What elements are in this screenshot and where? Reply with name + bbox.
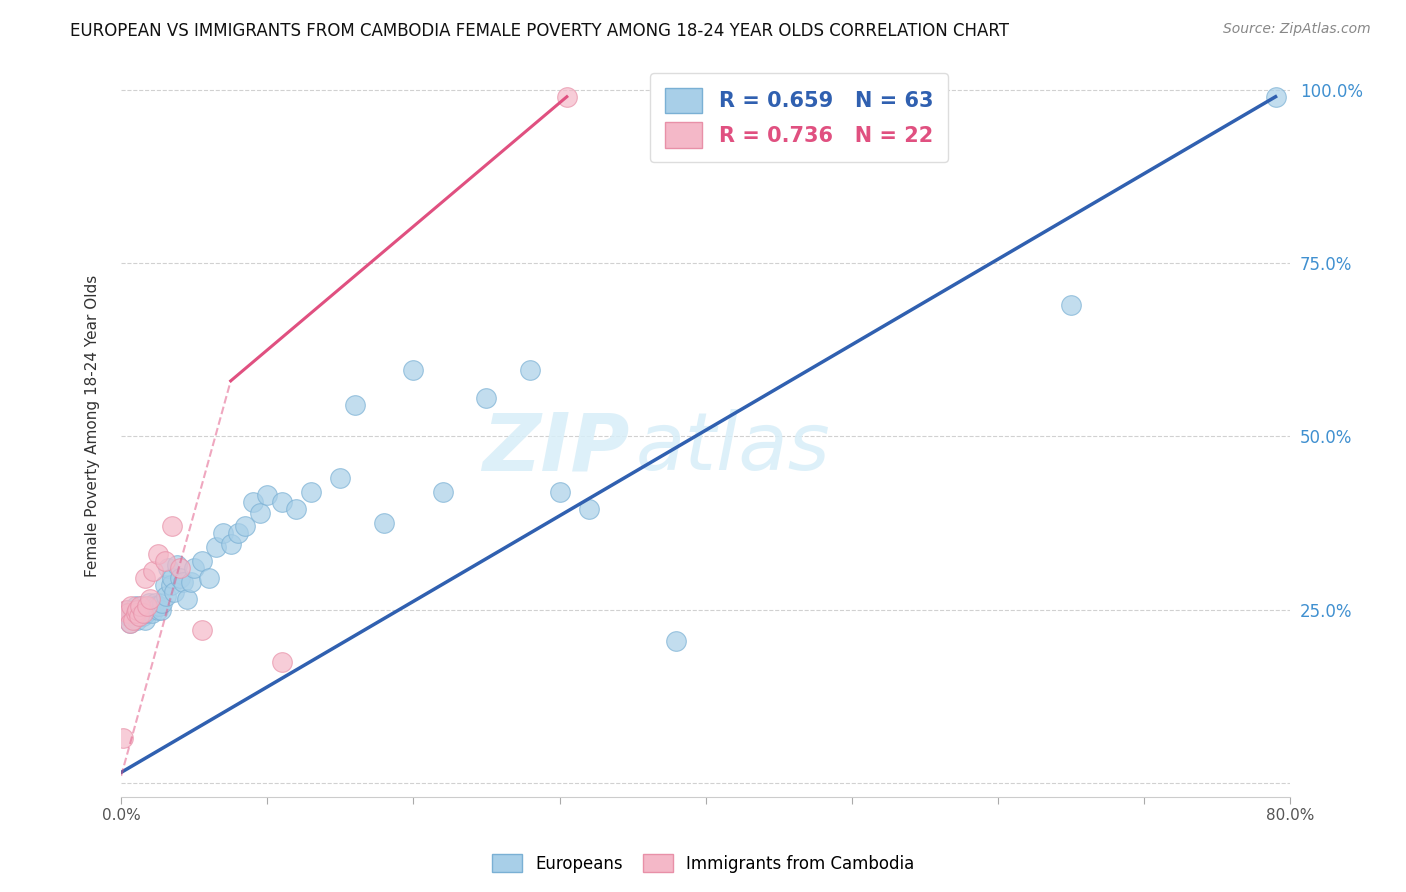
Point [115,602,138,616]
Point [180,574,202,589]
Text: ZIP: ZIP [482,409,630,487]
Point [169,561,191,575]
Point [299,484,322,499]
Point [120,606,142,620]
Point [578,502,600,516]
Point [226,526,249,541]
Point [131,599,153,613]
Point [402,363,425,377]
Point [127,613,149,627]
Point [242,495,264,509]
Point [146,602,169,616]
Point [142,565,165,579]
Point [176,592,198,607]
Point [285,502,308,516]
Point [159,578,181,592]
Y-axis label: Female Poverty Among 18-24 Year Olds: Female Poverty Among 18-24 Year Olds [86,275,100,577]
Text: Source: ZipAtlas.com: Source: ZipAtlas.com [1223,22,1371,37]
Point [132,609,155,624]
Point [205,540,228,554]
Point [249,506,271,520]
Point [183,561,205,575]
Text: atlas: atlas [636,409,831,487]
Point [373,516,395,530]
Point [121,613,143,627]
Point [120,599,142,613]
Point [114,602,136,616]
Point [146,547,169,561]
Point [135,606,157,620]
Point [138,596,160,610]
Point [190,554,212,568]
Point [139,592,162,607]
Point [162,571,184,585]
Point [149,602,172,616]
Point [132,606,155,620]
Point [118,616,141,631]
Point [548,484,571,499]
Point [112,606,135,620]
Point [270,655,292,669]
Point [432,484,454,499]
Point [212,526,235,541]
Point [162,519,184,533]
Point [163,585,186,599]
Point [143,596,166,610]
Point [117,606,139,620]
Point [153,578,176,592]
Point [153,554,176,568]
Point [1060,298,1083,312]
Point [155,589,177,603]
Point [233,519,256,533]
Point [172,574,194,589]
Point [139,602,162,616]
Point [127,602,149,616]
Point [169,571,191,585]
Point [118,616,141,631]
Point [256,488,278,502]
Point [475,391,498,405]
Legend: Europeans, Immigrants from Cambodia: Europeans, Immigrants from Cambodia [485,847,921,880]
Point [555,89,578,103]
Point [134,613,156,627]
Point [128,609,150,624]
Point [145,599,167,613]
Point [343,398,366,412]
Point [141,606,163,620]
Point [121,602,143,616]
Point [111,731,134,745]
Point [190,624,212,638]
Point [198,571,221,585]
Point [142,599,165,613]
Point [665,633,688,648]
Point [136,599,159,613]
Point [124,606,146,620]
Point [129,606,152,620]
Point [134,571,156,585]
Point [150,596,173,610]
Legend: R = 0.659   N = 63, R = 0.736   N = 22: R = 0.659 N = 63, R = 0.736 N = 22 [650,73,948,162]
Point [519,363,541,377]
Point [1264,89,1286,103]
Point [166,558,188,572]
Point [270,495,292,509]
Point [219,537,242,551]
Point [125,606,148,620]
Point [128,609,150,624]
Point [156,561,179,575]
Point [117,609,139,624]
Point [329,471,352,485]
Text: EUROPEAN VS IMMIGRANTS FROM CAMBODIA FEMALE POVERTY AMONG 18-24 YEAR OLDS CORREL: EUROPEAN VS IMMIGRANTS FROM CAMBODIA FEM… [70,22,1010,40]
Point [148,599,170,613]
Point [125,599,148,613]
Point [129,599,152,613]
Point [136,602,159,616]
